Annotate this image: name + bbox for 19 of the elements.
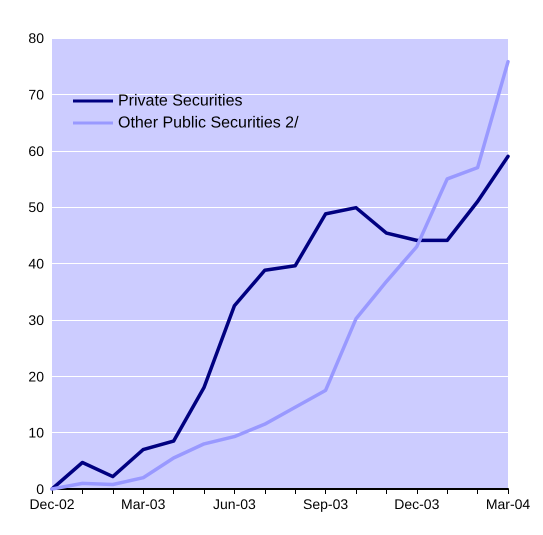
x-tick-label: Mar-04 <box>486 496 530 512</box>
line-series <box>50 60 510 491</box>
y-tick-label: 30 <box>28 312 44 328</box>
line-series <box>50 154 510 491</box>
y-tick-label: 20 <box>28 368 44 384</box>
x-tick-label: Dec-02 <box>29 496 75 512</box>
legend-label: Private Securities <box>118 92 242 110</box>
x-tick-label: Mar-03 <box>121 496 166 512</box>
x-tick-label: Jun-03 <box>212 496 256 512</box>
y-tick-label: 70 <box>28 86 44 102</box>
y-tick-label: 0 <box>36 481 44 497</box>
y-tick-label: 50 <box>28 199 44 216</box>
y-tick-label: 80 <box>28 30 44 46</box>
y-tick-label: 10 <box>28 424 44 441</box>
y-tick-label: 60 <box>28 142 44 159</box>
y-tick-label: 40 <box>28 256 44 272</box>
x-tick-label: Sep-03 <box>303 496 348 512</box>
legend-label: Other Public Securities 2/ <box>118 114 300 132</box>
x-tick-label: Dec-03 <box>394 496 440 512</box>
